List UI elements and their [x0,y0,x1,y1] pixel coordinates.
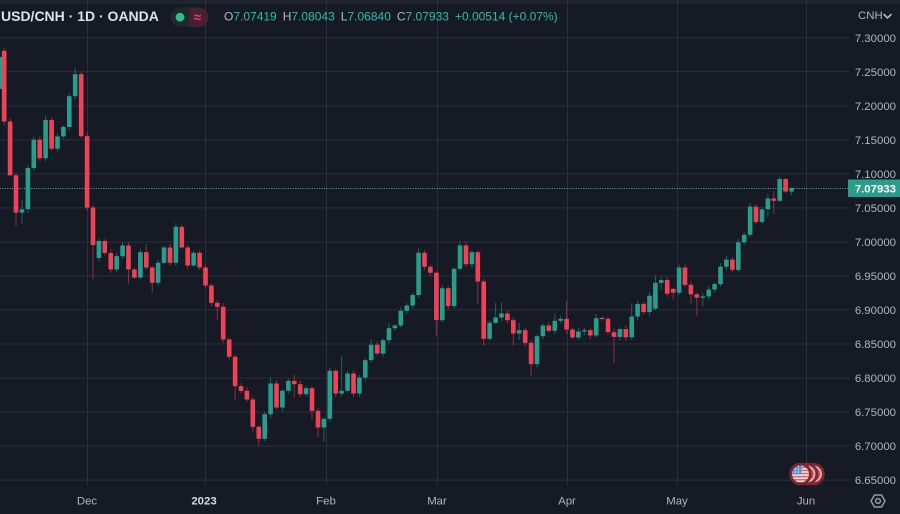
svg-text:≈: ≈ [194,9,202,25]
svg-text:Dec: Dec [77,496,98,508]
svg-text:7.00000: 7.00000 [855,237,896,249]
svg-text:6.70000: 6.70000 [855,441,896,453]
svg-text:6.65000: 6.65000 [855,475,896,487]
svg-text:Jun: Jun [797,496,815,508]
svg-text:2023: 2023 [191,496,216,508]
svg-text:6.85000: 6.85000 [855,339,896,351]
svg-text:USD/CNH · 1D · OANDA: USD/CNH · 1D · OANDA [1,8,159,24]
svg-text:Mar: Mar [427,496,447,508]
svg-text:7.05000: 7.05000 [855,203,896,215]
svg-text:6.75000: 6.75000 [855,407,896,419]
svg-text:CNH: CNH [858,10,883,22]
svg-text:7.07933: 7.07933 [855,183,896,195]
svg-text:7.30000: 7.30000 [855,33,896,45]
svg-text:6.80000: 6.80000 [855,373,896,385]
svg-text:7.15000: 7.15000 [855,135,896,147]
svg-text:6.90000: 6.90000 [855,305,896,317]
svg-text:May: May [666,496,688,508]
svg-text:Feb: Feb [316,496,336,508]
svg-text:7.25000: 7.25000 [855,67,896,79]
svg-text:7.20000: 7.20000 [855,101,896,113]
svg-text:Apr: Apr [558,496,576,508]
svg-text:7.10000: 7.10000 [855,169,896,181]
svg-text:6.95000: 6.95000 [855,271,896,283]
svg-text:O7.07419 H7.08043 L7.06840 C7.: O7.07419 H7.08043 L7.06840 C7.07933 +0.0… [224,10,558,24]
